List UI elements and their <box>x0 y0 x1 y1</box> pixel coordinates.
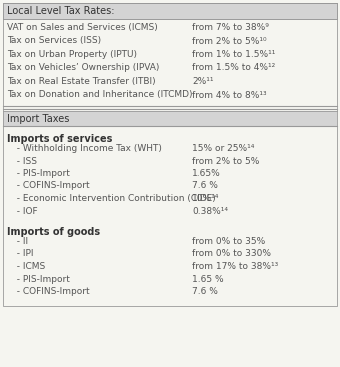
Text: Import Taxes: Import Taxes <box>7 114 69 124</box>
Text: - Withholding Income Tax (WHT): - Withholding Income Tax (WHT) <box>11 144 162 153</box>
Text: 15% or 25%¹⁴: 15% or 25%¹⁴ <box>192 144 254 153</box>
Text: - PIS-Import: - PIS-Import <box>11 275 70 283</box>
Text: - II: - II <box>11 237 28 246</box>
Text: VAT on Sales and Services (ICMS): VAT on Sales and Services (ICMS) <box>7 23 158 32</box>
Bar <box>3 111 337 126</box>
Text: 0.38%¹⁴: 0.38%¹⁴ <box>192 207 228 215</box>
Text: from 4% to 8%¹³: from 4% to 8%¹³ <box>192 91 267 99</box>
Text: Imports of services: Imports of services <box>7 134 113 144</box>
Text: Tax on Vehicles’ Ownership (IPVA): Tax on Vehicles’ Ownership (IPVA) <box>7 63 159 73</box>
Text: 1.65 %: 1.65 % <box>192 275 224 283</box>
Text: 1.65%: 1.65% <box>192 169 221 178</box>
Text: Tax on Real Estate Transfer (ITBI): Tax on Real Estate Transfer (ITBI) <box>7 77 156 86</box>
Text: from 0% to 330%: from 0% to 330% <box>192 250 271 258</box>
Text: - IOF: - IOF <box>11 207 38 215</box>
Text: from 17% to 38%¹³: from 17% to 38%¹³ <box>192 262 278 271</box>
Text: from 2% to 5%: from 2% to 5% <box>192 156 259 166</box>
Text: from 2% to 5%¹⁰: from 2% to 5%¹⁰ <box>192 36 267 46</box>
Text: Tax on Donation and Inheritance (ITCMD): Tax on Donation and Inheritance (ITCMD) <box>7 91 192 99</box>
Text: - IPI: - IPI <box>11 250 34 258</box>
Text: - ISS: - ISS <box>11 156 37 166</box>
Text: Tax on Urban Property (IPTU): Tax on Urban Property (IPTU) <box>7 50 137 59</box>
Text: - ICMS: - ICMS <box>11 262 45 271</box>
Text: from 0% to 35%: from 0% to 35% <box>192 237 265 246</box>
Bar <box>3 3 337 19</box>
Text: - COFINS-Import: - COFINS-Import <box>11 182 90 190</box>
Text: Tax on Services (ISS): Tax on Services (ISS) <box>7 36 101 46</box>
Text: from 7% to 38%⁹: from 7% to 38%⁹ <box>192 23 269 32</box>
Text: 10%¹⁴: 10%¹⁴ <box>192 194 219 203</box>
Text: 2%¹¹: 2%¹¹ <box>192 77 214 86</box>
Text: - COFINS-Import: - COFINS-Import <box>11 287 90 296</box>
Text: 7.6 %: 7.6 % <box>192 287 218 296</box>
Text: from 1.5% to 4%¹²: from 1.5% to 4%¹² <box>192 63 275 73</box>
Text: from 1% to 1.5%¹¹: from 1% to 1.5%¹¹ <box>192 50 275 59</box>
Bar <box>3 3 337 305</box>
Text: - PIS-Import: - PIS-Import <box>11 169 70 178</box>
Text: Local Level Tax Rates:: Local Level Tax Rates: <box>7 6 115 16</box>
Text: 7.6 %: 7.6 % <box>192 182 218 190</box>
Text: Imports of goods: Imports of goods <box>7 227 100 237</box>
Text: - Economic Intervention Contribution (CIDE): - Economic Intervention Contribution (CI… <box>11 194 216 203</box>
